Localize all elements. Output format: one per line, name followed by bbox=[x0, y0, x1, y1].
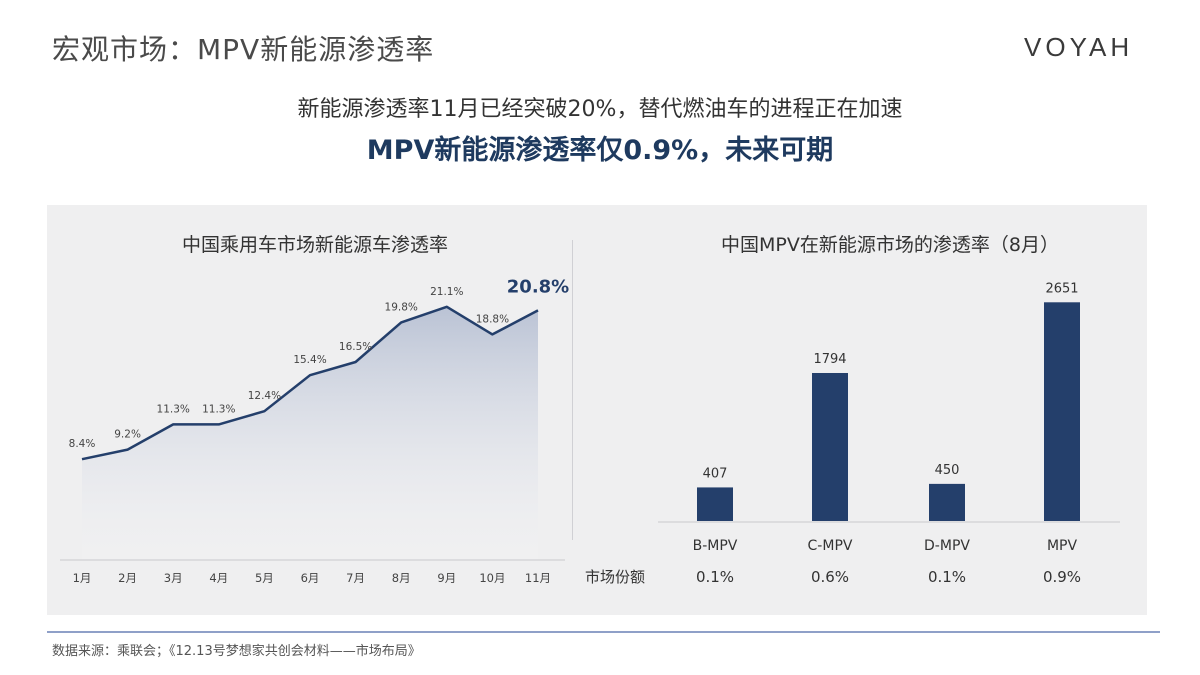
line-chart-tick-label: 4月 bbox=[209, 571, 228, 585]
line-chart-tick-label: 7月 bbox=[346, 571, 365, 585]
line-chart-data-label: 8.4% bbox=[69, 438, 96, 450]
line-chart-series-line bbox=[81, 305, 539, 461]
line-chart-data-label: 15.4% bbox=[293, 354, 326, 366]
line-chart-data-label: 11.3% bbox=[157, 403, 190, 415]
source-note: 数据来源：乘联会；《12.13号梦想家共创会材料——市场布局》 bbox=[52, 644, 421, 659]
panel-divider bbox=[572, 240, 573, 540]
line-chart-tick-label: 2月 bbox=[118, 571, 137, 585]
line-chart-title: 中国乘用车市场新能源车渗透率 bbox=[181, 234, 448, 256]
line-chart-data-label: 20.8% bbox=[507, 276, 569, 297]
line-chart-tick-label: 1月 bbox=[73, 571, 92, 585]
source-divider bbox=[47, 631, 1160, 633]
line-chart-tick-label: 5月 bbox=[255, 571, 274, 585]
line-chart-tick-label: 8月 bbox=[392, 571, 411, 585]
line-chart-tick-label: 11月 bbox=[525, 571, 551, 585]
line-chart-data-label: 18.8% bbox=[476, 313, 509, 325]
line-chart-data-label: 11.3% bbox=[202, 403, 235, 415]
line-chart-area bbox=[82, 306, 538, 560]
line-chart-data-label: 12.4% bbox=[248, 390, 281, 402]
subtitle: 新能源渗透率11月已经突破20%，替代燃油车的进程正在加速 bbox=[297, 97, 903, 122]
line-chart-data-label: 16.5% bbox=[339, 341, 372, 353]
line-chart-tick-label: 3月 bbox=[164, 571, 183, 585]
page-title: 宏观市场：MPV新能源渗透率 bbox=[52, 33, 435, 66]
line-chart-tick-label: 10月 bbox=[479, 571, 505, 585]
headline: MPV新能源渗透率仅0.9%，未来可期 bbox=[366, 135, 834, 166]
bar-chart-title: 中国MPV在新能源市场的渗透率（8月） bbox=[721, 234, 1059, 256]
line-chart-tick-label: 6月 bbox=[301, 571, 320, 585]
line-chart-data-label: 9.2% bbox=[114, 429, 141, 441]
line-chart-data-label: 21.1% bbox=[430, 286, 463, 298]
line-chart-data-label: 19.8% bbox=[385, 301, 418, 313]
brand-logo: VOYAH bbox=[1024, 32, 1134, 62]
line-chart-tick-label: 9月 bbox=[437, 571, 456, 585]
